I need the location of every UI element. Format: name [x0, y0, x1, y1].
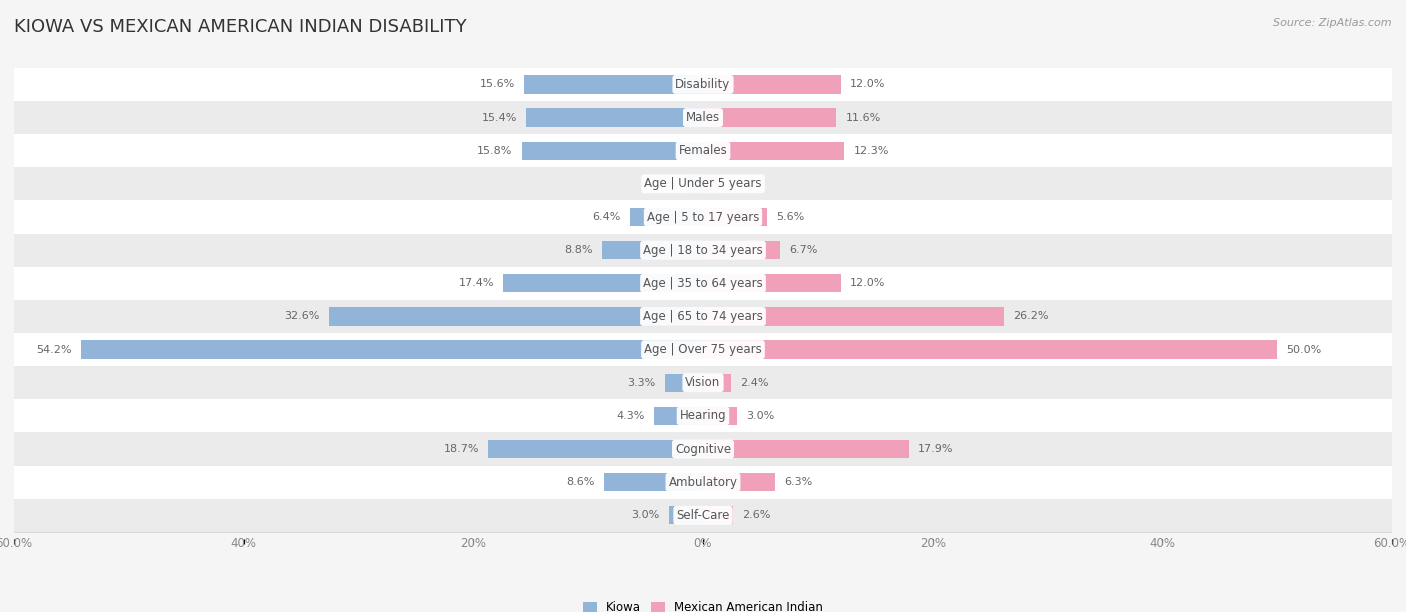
Text: 2.6%: 2.6%: [742, 510, 770, 520]
Text: 6.3%: 6.3%: [785, 477, 813, 487]
Text: 12.0%: 12.0%: [851, 278, 886, 288]
Bar: [703, 241, 780, 259]
Text: Age | Under 5 years: Age | Under 5 years: [644, 177, 762, 190]
Text: 12.3%: 12.3%: [853, 146, 889, 155]
Bar: [14, 366, 1392, 399]
Bar: [669, 506, 703, 524]
Text: Age | 5 to 17 years: Age | 5 to 17 years: [647, 211, 759, 223]
Bar: [14, 433, 1392, 466]
Text: 6.4%: 6.4%: [592, 212, 620, 222]
Bar: [14, 267, 1392, 300]
Text: 5.6%: 5.6%: [776, 212, 804, 222]
Bar: [14, 200, 1392, 234]
Bar: [602, 241, 703, 259]
Bar: [703, 440, 908, 458]
Text: 40%: 40%: [231, 537, 257, 550]
Text: 8.6%: 8.6%: [567, 477, 595, 487]
Bar: [80, 340, 703, 359]
Text: 15.4%: 15.4%: [482, 113, 517, 122]
Text: 18.7%: 18.7%: [444, 444, 479, 454]
Text: 15.8%: 15.8%: [477, 146, 512, 155]
Bar: [703, 141, 844, 160]
Text: 15.6%: 15.6%: [479, 80, 515, 89]
Text: 26.2%: 26.2%: [1012, 312, 1049, 321]
Bar: [503, 274, 703, 293]
Text: 40%: 40%: [1149, 537, 1175, 550]
Bar: [14, 466, 1392, 499]
Bar: [14, 333, 1392, 366]
Bar: [703, 374, 731, 392]
Text: Males: Males: [686, 111, 720, 124]
Bar: [14, 134, 1392, 167]
Text: Disability: Disability: [675, 78, 731, 91]
Text: 32.6%: 32.6%: [284, 312, 319, 321]
Bar: [703, 473, 775, 491]
Bar: [329, 307, 703, 326]
Bar: [605, 473, 703, 491]
Bar: [703, 506, 733, 524]
Bar: [703, 407, 738, 425]
Text: Age | Over 75 years: Age | Over 75 years: [644, 343, 762, 356]
Bar: [526, 108, 703, 127]
Bar: [703, 75, 841, 94]
Text: 1.5%: 1.5%: [648, 179, 676, 189]
Bar: [703, 307, 1004, 326]
Text: 6.7%: 6.7%: [789, 245, 817, 255]
Text: 20%: 20%: [920, 537, 946, 550]
Text: Age | 18 to 34 years: Age | 18 to 34 years: [643, 244, 763, 256]
Text: Vision: Vision: [685, 376, 721, 389]
Text: Ambulatory: Ambulatory: [668, 476, 738, 489]
Text: 0%: 0%: [693, 537, 713, 550]
Text: 54.2%: 54.2%: [37, 345, 72, 354]
Bar: [14, 300, 1392, 333]
Bar: [703, 340, 1277, 359]
Text: 3.0%: 3.0%: [747, 411, 775, 421]
Legend: Kiowa, Mexican American Indian: Kiowa, Mexican American Indian: [578, 596, 828, 612]
Text: 20%: 20%: [460, 537, 486, 550]
Bar: [665, 374, 703, 392]
Text: Cognitive: Cognitive: [675, 442, 731, 455]
Text: 11.6%: 11.6%: [845, 113, 880, 122]
Bar: [703, 208, 768, 226]
Text: 8.8%: 8.8%: [564, 245, 593, 255]
Bar: [14, 399, 1392, 433]
Text: 60.0%: 60.0%: [1374, 537, 1406, 550]
Text: 50.0%: 50.0%: [1286, 345, 1322, 354]
Bar: [703, 274, 841, 293]
Text: Age | 65 to 74 years: Age | 65 to 74 years: [643, 310, 763, 323]
Bar: [488, 440, 703, 458]
Text: Females: Females: [679, 144, 727, 157]
Text: 4.3%: 4.3%: [616, 411, 644, 421]
Text: Self-Care: Self-Care: [676, 509, 730, 522]
Text: 1.3%: 1.3%: [727, 179, 755, 189]
Text: Source: ZipAtlas.com: Source: ZipAtlas.com: [1274, 18, 1392, 28]
Bar: [14, 68, 1392, 101]
Text: Age | 35 to 64 years: Age | 35 to 64 years: [643, 277, 763, 290]
Bar: [703, 108, 837, 127]
Text: Hearing: Hearing: [679, 409, 727, 422]
Text: 12.0%: 12.0%: [851, 80, 886, 89]
Text: 17.4%: 17.4%: [458, 278, 494, 288]
Bar: [14, 101, 1392, 134]
Text: 3.3%: 3.3%: [627, 378, 657, 388]
Bar: [686, 175, 703, 193]
Bar: [14, 499, 1392, 532]
Bar: [703, 175, 718, 193]
Bar: [522, 141, 703, 160]
Bar: [630, 208, 703, 226]
Text: KIOWA VS MEXICAN AMERICAN INDIAN DISABILITY: KIOWA VS MEXICAN AMERICAN INDIAN DISABIL…: [14, 18, 467, 36]
Bar: [14, 234, 1392, 267]
Text: 3.0%: 3.0%: [631, 510, 659, 520]
Text: 60.0%: 60.0%: [0, 537, 32, 550]
Text: 17.9%: 17.9%: [918, 444, 953, 454]
Text: 2.4%: 2.4%: [740, 378, 768, 388]
Bar: [14, 167, 1392, 200]
Bar: [654, 407, 703, 425]
Bar: [524, 75, 703, 94]
